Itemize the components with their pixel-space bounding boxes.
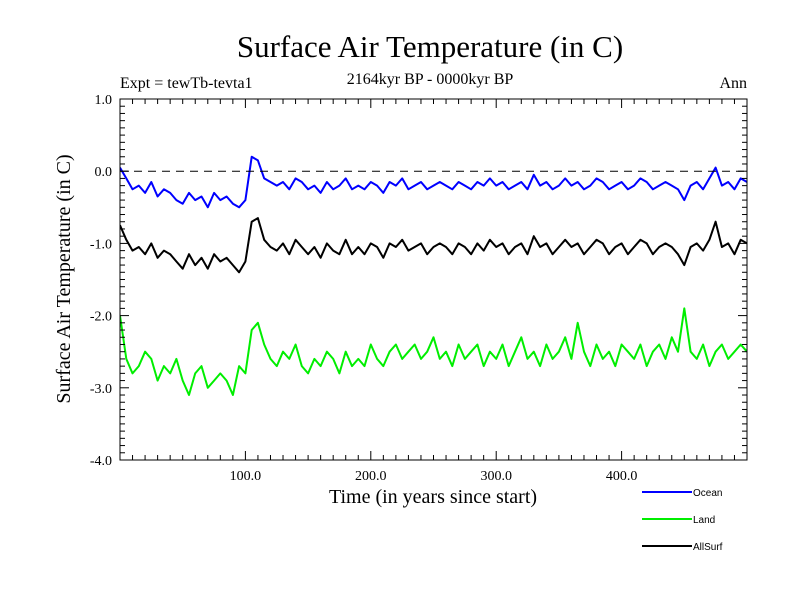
y-axis-label: Surface Air Temperature (in C) [53,154,75,403]
x-tick-label: 100.0 [230,469,262,484]
series-line-land [120,307,747,396]
series-line-ocean [120,155,747,209]
y-tick-label: -3.0 [90,382,112,397]
annual-label: Ann [719,75,747,92]
series-layer [120,155,747,396]
plot-frame [119,98,748,461]
legend-label-allsurf: AllSurf [693,542,723,553]
x-tick-label: 400.0 [606,469,638,484]
chart-title: Surface Air Temperature (in C) [237,29,623,64]
legend-label-ocean: Ocean [693,488,722,499]
legend-label-land: Land [693,515,715,526]
experiment-label: Expt = tewTb-tevta1 [120,75,253,92]
x-tick-label: 200.0 [355,469,387,484]
x-axis-label: Time (in years since start) [329,486,537,508]
chart-subtitle: 2164kyr BP - 0000kyr BP [347,71,514,88]
x-tick-label: 300.0 [480,469,512,484]
y-tick-label: -2.0 [90,310,112,325]
series-line-allsurf [120,217,747,274]
axis-layer: 100.0 200.0 300.0 400.0 1.0 0.0 -1.0 -2.0 -3.0 -4… [90,93,747,484]
y-tick-label: 1.0 [95,93,113,108]
legend: Ocean Land AllSurf [642,488,723,553]
y-tick-label: -4.0 [90,454,112,469]
y-tick-label: 0.0 [95,165,113,180]
y-tick-label: -1.0 [90,237,112,252]
